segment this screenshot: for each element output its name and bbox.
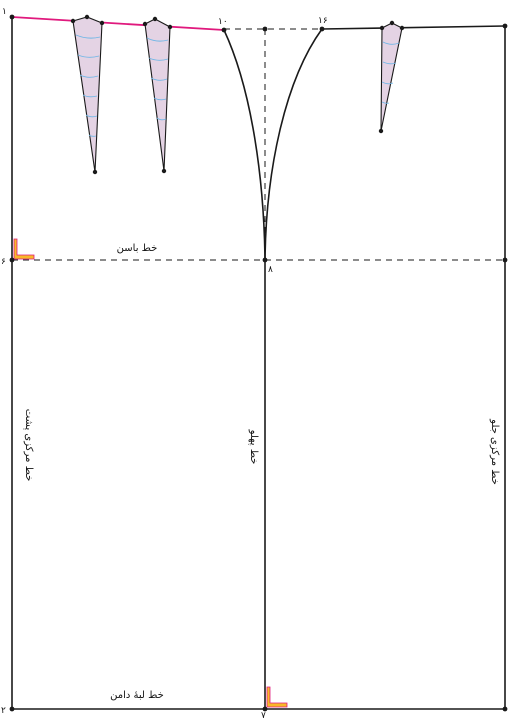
hem-line-label: خط لبهٔ دامن xyxy=(110,690,164,701)
back-side-curve xyxy=(223,29,266,261)
point-side-top-dot xyxy=(262,26,268,32)
back-waist-line xyxy=(11,16,225,31)
point-16-dot xyxy=(319,26,325,32)
front-dart xyxy=(378,20,405,134)
point-front-top-dot xyxy=(502,23,508,29)
point-2-dot xyxy=(9,706,15,712)
point-6-label: ۶ xyxy=(1,257,6,267)
side-line-label: خط پهلو xyxy=(248,429,259,465)
corner-mark-hem xyxy=(266,686,288,708)
hip-line-label: خط باسن xyxy=(117,243,158,254)
point-1-label: ١ xyxy=(2,7,7,17)
point-1-dot xyxy=(9,14,15,20)
point-7-label: ٧ xyxy=(261,711,266,718)
point-10-label: ١٠ xyxy=(218,17,228,27)
point-6-dot xyxy=(9,257,15,263)
back-dart-2 xyxy=(142,16,173,174)
point-hip-front-dot xyxy=(502,257,508,263)
point-2-label: ٢ xyxy=(1,706,6,716)
center-front-label: خط مرکزی جلو xyxy=(489,418,500,485)
point-7-dot xyxy=(262,706,268,712)
point-hem-front-dot xyxy=(502,706,508,712)
point-16-label: ١۶ xyxy=(318,16,328,26)
point-8-dot xyxy=(262,257,268,263)
front-waist-line xyxy=(321,25,506,30)
back-dart-1 xyxy=(70,14,105,175)
front-side-curve xyxy=(264,28,323,261)
center-back-label: خط مرکزی پشت xyxy=(23,409,34,482)
point-10-dot xyxy=(221,27,227,33)
point-8-label: ٨ xyxy=(268,265,273,275)
corner-mark-hip xyxy=(13,238,35,260)
